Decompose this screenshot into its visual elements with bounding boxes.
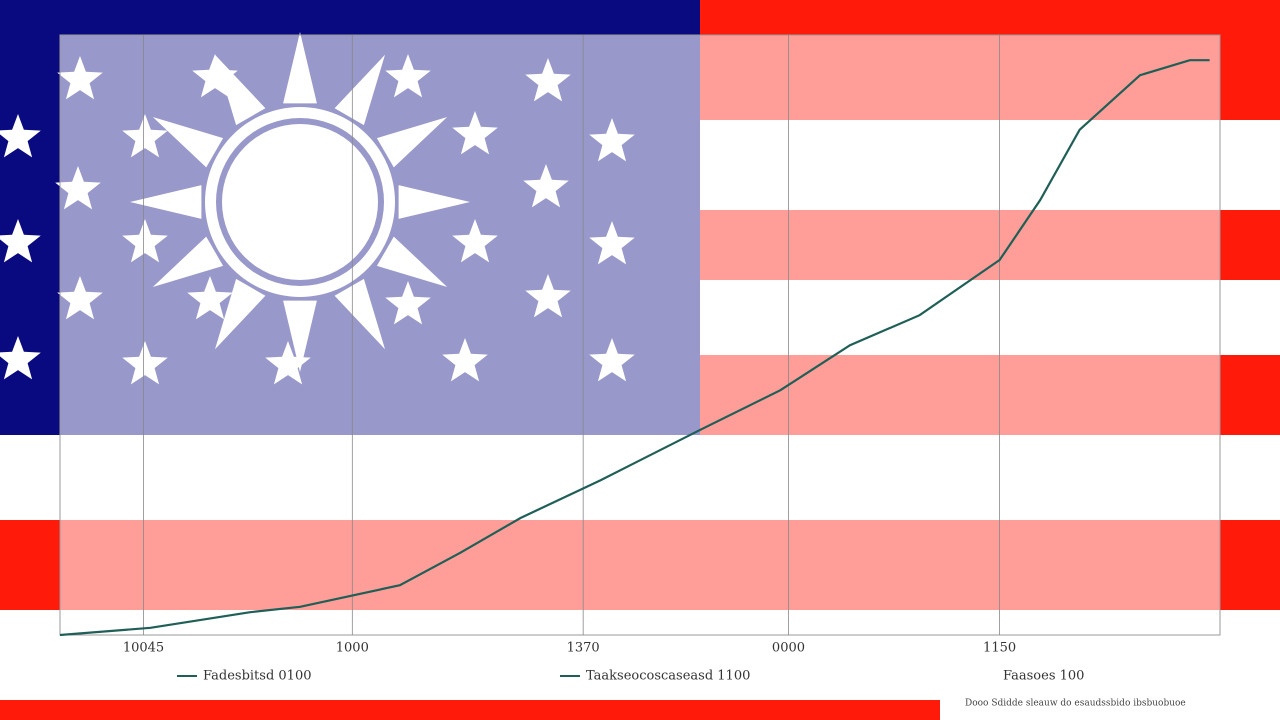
plot-area [59, 34, 1221, 636]
footnote: Dooo Sdidde sleauw do esaudssbido ibsbuo… [965, 699, 1186, 709]
star [0, 336, 41, 380]
legend-label: Faasoes 100 [1003, 669, 1084, 684]
data-line [59, 59, 1210, 637]
star [0, 114, 41, 158]
x-tick-label: 1370 [567, 641, 600, 656]
legend-label: Fadesbitsd 0100 [203, 669, 312, 684]
x-tick-label: 10045 [123, 641, 164, 656]
star [0, 219, 41, 263]
legend-label: Taakseocoscaseasd 1100 [586, 669, 750, 684]
x-tick-label: 0000 [772, 641, 805, 656]
x-tick-label: 1150 [983, 641, 1016, 656]
x-tick-label: 1000 [336, 641, 369, 656]
